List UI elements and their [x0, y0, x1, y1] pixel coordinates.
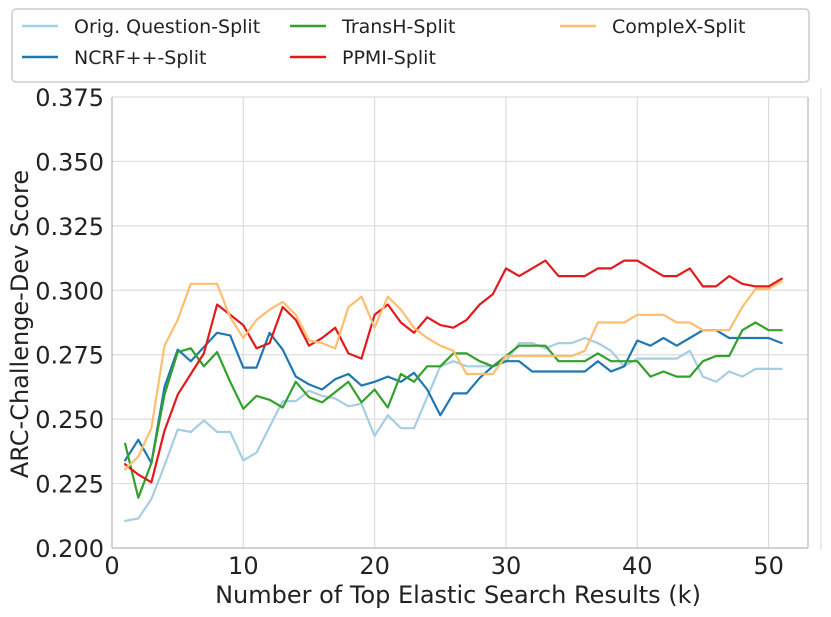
legend-item: Orig. Question-Split	[22, 16, 260, 38]
y-tick-label: 0.325	[35, 213, 104, 241]
legend-item: CompleX-Split	[560, 16, 745, 38]
x-tick-label: 40	[622, 552, 653, 580]
plot-background	[112, 97, 808, 548]
legend-label: Orig. Question-Split	[74, 16, 260, 38]
legend-label: PPMI-Split	[342, 47, 436, 69]
y-tick-labels: 0.200 0.225 0.250 0.275 0.300 0.325 0.350 0.375	[35, 84, 104, 563]
legend-entries: Orig. Question-Split NCRF++-Split TransH-S…	[22, 16, 745, 69]
series-line	[123, 259, 783, 484]
x-tick-label: 30	[491, 552, 522, 580]
legend-frame	[11, 8, 810, 83]
series-line	[123, 280, 783, 471]
y-tick-label: 0.375	[35, 84, 104, 112]
y-tick-label: 0.225	[35, 471, 104, 499]
plot-area	[112, 97, 808, 548]
series-lines	[123, 259, 783, 523]
x-tick-label: 50	[753, 552, 784, 580]
legend-item: NCRF++-Split	[22, 47, 206, 69]
axes	[111, 88, 822, 550]
y-tick-label: 0.250	[35, 406, 104, 434]
legend-item: TransH-Split	[290, 16, 455, 38]
legend: Orig. Question-Split NCRF++-Split TransH-S…	[11, 8, 810, 83]
x-axis-label: Number of Top Elastic Search Results (k)	[215, 581, 701, 609]
y-tick-label: 0.300	[35, 277, 104, 305]
series-line	[123, 336, 783, 523]
legend-label: NCRF++-Split	[74, 47, 206, 69]
y-tick-label: 0.350	[35, 148, 104, 176]
series-line	[123, 329, 783, 465]
x-tick-label: 0	[104, 552, 119, 580]
x-tick-label: 10	[228, 552, 259, 580]
y-axis-label: ARC-Challenge-Dev Score	[6, 170, 34, 478]
legend-item: PPMI-Split	[290, 47, 436, 69]
y-tick-label: 0.200	[35, 535, 104, 563]
x-tick-label: 20	[359, 552, 390, 580]
legend-label: TransH-Split	[341, 16, 455, 38]
y-tick-label: 0.275	[35, 342, 104, 370]
x-tick-labels: 0 10 20 30 40 50	[104, 552, 784, 580]
grid-lines	[111, 96, 808, 549]
series-line	[123, 321, 783, 499]
legend-label: CompleX-Split	[612, 16, 745, 38]
